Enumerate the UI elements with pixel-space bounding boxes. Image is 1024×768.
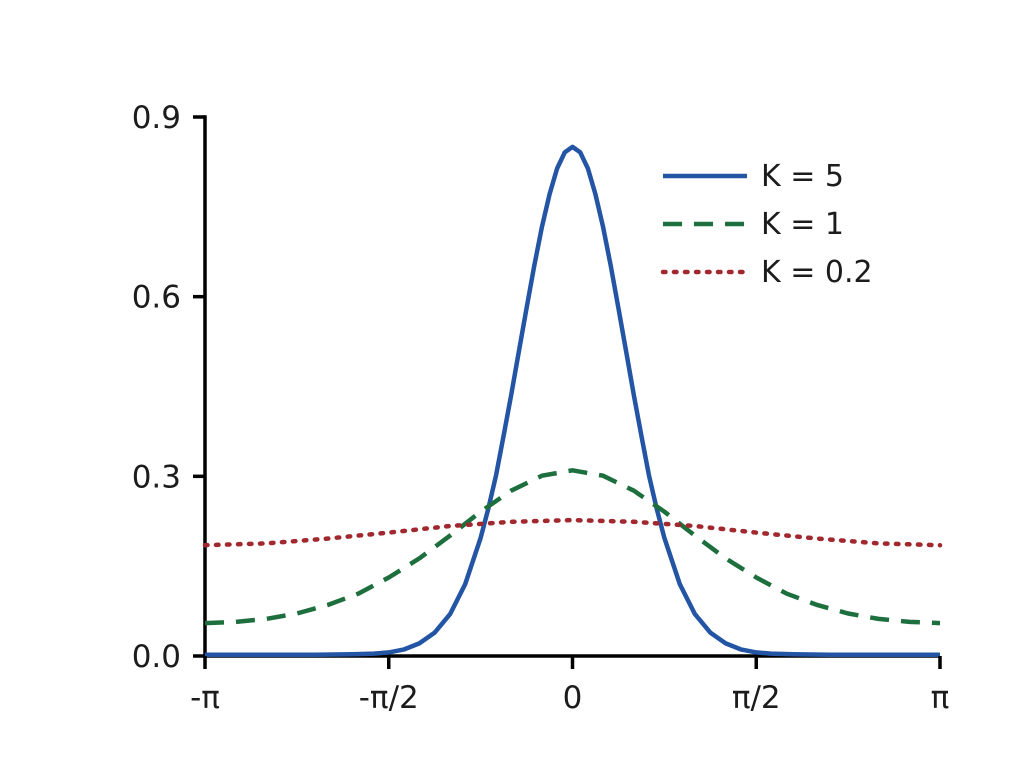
y-tick-label: 0.0: [132, 639, 181, 675]
x-tick-label: -π/2: [359, 680, 419, 716]
series-line-k-0.2: [202, 517, 943, 548]
legend-label-k-1: K = 1: [761, 207, 844, 242]
series-line-k-1: [204, 468, 941, 626]
x-tick-label: π: [931, 680, 950, 716]
x-tick-label: 0: [563, 680, 583, 716]
legend-label-k-5: K = 5: [761, 159, 844, 194]
x-tick-label: -π: [190, 680, 220, 716]
series-line-k-5: [205, 144, 940, 658]
y-tick-label: 0.6: [132, 280, 181, 316]
x-tick-label: π/2: [732, 680, 781, 716]
y-tick-label: 0.3: [132, 459, 181, 495]
legend-label-k-0.2: K = 0.2: [761, 255, 873, 290]
y-tick-label: 0.9: [132, 100, 181, 136]
